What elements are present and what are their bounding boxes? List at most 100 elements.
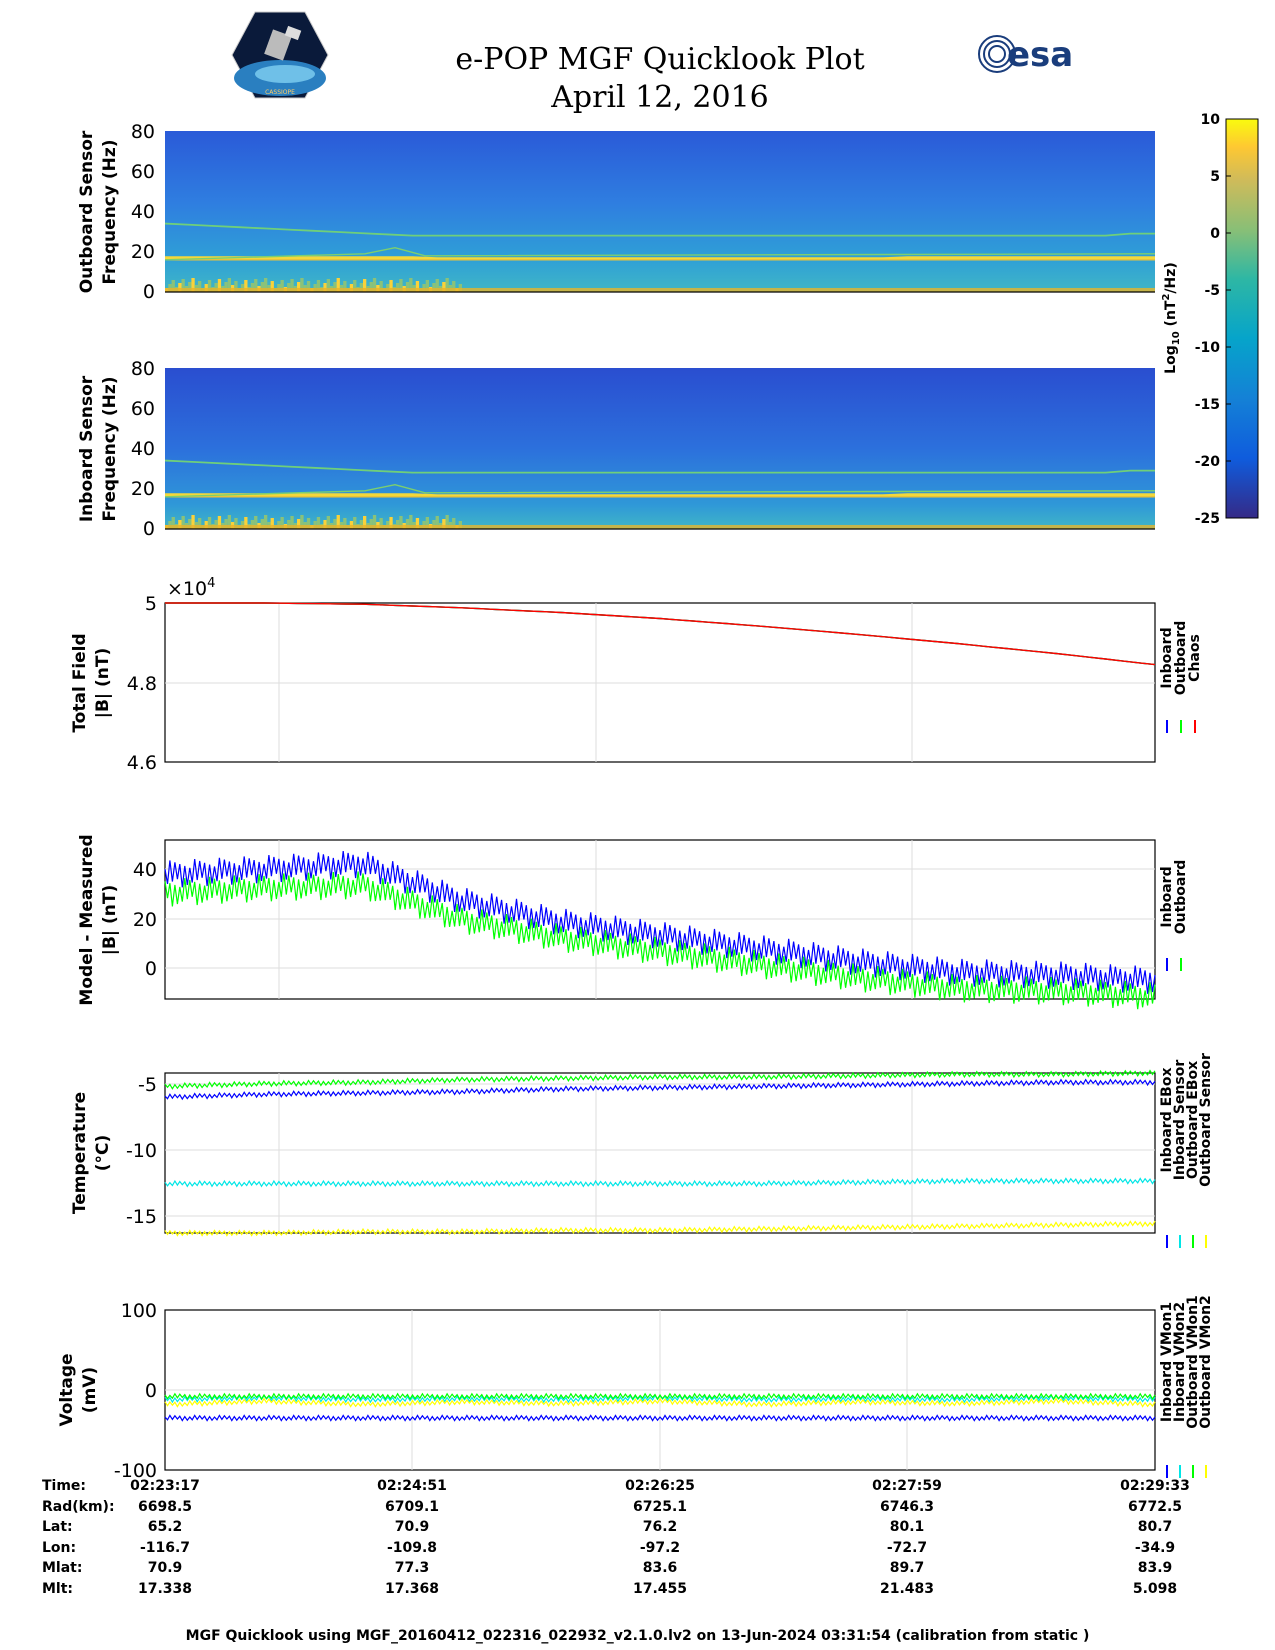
ephemeris-row-label: Mlat: <box>42 1560 83 1576</box>
spectrogram-low-freq-cell <box>234 518 238 529</box>
spectrogram-low-freq-cell <box>359 520 363 529</box>
spectrogram-low-freq-cell <box>188 519 192 529</box>
model-legend-inboard: Inboard <box>1159 866 1175 927</box>
spectrogram-low-freq-cell <box>389 280 393 292</box>
spectrogram-low-freq-cell <box>343 281 347 292</box>
spectrogram-low-freq-cell <box>399 516 403 529</box>
spectrogram-low-freq-cell <box>442 519 446 529</box>
total-legend-inboard: Inboard <box>1159 627 1175 688</box>
spectrogram-low-freq-cell <box>224 519 228 529</box>
colorbar-tick-label: 0 <box>1210 226 1220 242</box>
ephemeris-cell: 83.6 <box>642 1560 678 1576</box>
spectral-line <box>165 493 1155 498</box>
series-line-outboard <box>164 871 1156 1010</box>
temperature-series <box>164 1069 1156 1237</box>
spectrogram-low-freq-cell <box>399 279 403 292</box>
colorbar-tick-label: -15 <box>1195 397 1220 413</box>
spectrogram-low-freq-cell <box>234 281 238 292</box>
volt-ytick: 0 <box>145 1380 157 1402</box>
ephemeris-cell: 65.2 <box>147 1519 183 1535</box>
spectrogram-low-freq-cell <box>207 517 212 529</box>
spectrogram-low-freq-cell <box>244 517 248 529</box>
spectrogram-low-freq-cell <box>409 515 413 529</box>
colorbar-label: Log10 (nT2/Hz) <box>1161 262 1182 374</box>
total-ytick: 5 <box>145 593 157 615</box>
spectrogram-low-freq-cell <box>359 283 363 292</box>
spectrogram-low-freq-cell <box>244 280 248 292</box>
spectrogram-low-freq-cell <box>452 518 456 529</box>
colorbar-ticks: 10 5 0 -5 -10 -15 -20 -25 <box>1195 112 1231 527</box>
spectrogram-dc-band <box>165 524 1155 529</box>
spectrogram-low-freq-cell <box>316 280 321 292</box>
outboard-ylabel-2: Frequency (Hz) <box>100 139 120 284</box>
spectrogram-low-freq-cell <box>227 515 231 529</box>
ephemeris-cell: 80.7 <box>1137 1519 1173 1535</box>
spectral-line <box>164 484 1156 498</box>
outboard-spectrogram-panel: 80 60 40 20 0 Outboard Sensor Frequency … <box>77 121 1156 303</box>
spectrogram-low-freq-cell <box>191 278 195 292</box>
inboard-ylabel-1: Inboard Sensor <box>77 375 97 522</box>
spectrogram-low-freq-cell <box>326 516 330 529</box>
spectrogram-low-freq-cell <box>405 519 410 529</box>
inboard-spectral-lines <box>164 459 1156 529</box>
spectrogram-low-freq-cell <box>171 280 175 292</box>
spectrogram-low-freq-cell <box>181 279 185 292</box>
temp-ylabel-1: Temperature <box>70 1092 90 1214</box>
ephemeris-cell: 6746.3 <box>879 1498 935 1515</box>
volt-legend-outboard-vmon1: Outboard VMon1 <box>1185 1295 1201 1429</box>
colorbar-tick-label: -25 <box>1195 511 1220 527</box>
temp-legend-inboard-ebox: Inboard EBox <box>1159 1068 1175 1173</box>
spectrogram-low-freq-cell <box>363 279 367 292</box>
ephemeris-cell: -34.9 <box>1134 1539 1176 1556</box>
colorbar: 10 5 0 -5 -10 -15 -20 -25 Log10 (nT2/Hz) <box>1161 112 1259 527</box>
outboard-ylabel-1: Outboard Sensor <box>77 130 97 293</box>
spectrogram-low-freq-cell <box>198 281 202 292</box>
cassiope-logo-text: CASSIOPE <box>265 89 295 96</box>
spectrogram-low-freq-cell <box>297 282 301 292</box>
spectrogram-low-freq-cell <box>181 516 185 529</box>
temp-legend-inboard-sensor: Inboard Sensor <box>1172 1060 1188 1181</box>
colorbar-tick-label: 10 <box>1201 112 1221 128</box>
spectrogram-low-freq-cell <box>214 520 218 529</box>
outboard-ytick: 40 <box>131 201 155 223</box>
model-measured-series <box>164 851 1156 1010</box>
total-legend-chaos: Chaos <box>1187 634 1203 682</box>
outboard-ytick: 0 <box>143 281 155 303</box>
spectrogram-low-freq-cell <box>323 520 327 529</box>
spectrogram-low-freq-cell <box>300 515 304 529</box>
ephemeris-cell: -109.8 <box>386 1539 438 1556</box>
inboard-ytick: 40 <box>131 438 155 460</box>
inboard-spectrogram-image <box>165 368 1155 529</box>
spectrogram-low-freq-cell <box>435 516 439 529</box>
spectrogram-low-freq-cell <box>372 278 377 292</box>
spectrogram-low-freq-cell <box>336 278 340 292</box>
spectrogram-low-freq-cell <box>217 516 222 529</box>
spectrogram-low-freq-cell <box>379 518 383 529</box>
colorbar-tick-label: -10 <box>1195 340 1221 356</box>
spectrogram-low-freq-cell <box>353 517 357 529</box>
ephemeris-cell: -116.7 <box>139 1539 191 1556</box>
spectrogram-low-freq-cell <box>432 283 436 292</box>
total-ytick: 4.8 <box>127 673 157 695</box>
ephemeris-cell: 6698.5 <box>137 1498 193 1515</box>
ephemeris-table: Time: Rad(km): Lat: Lon: Mlat: Mlt: 02:23:17 66… <box>0 1478 1275 1608</box>
total-field-panel: 5 4.8 4.6 ×104 Total Field |B| (nT) Inbo… <box>70 576 1203 774</box>
spectrogram-low-freq-cell <box>260 519 264 529</box>
spectrogram-low-freq-cell <box>396 520 400 529</box>
ephemeris-row-label: Lat: <box>42 1519 73 1535</box>
ephemeris-cell: 70.9 <box>147 1560 183 1576</box>
spectrogram-low-freq-cell <box>353 280 357 292</box>
series-line-inboard <box>164 851 1156 994</box>
spectrogram-low-freq-cell <box>415 281 420 292</box>
inboard-ytick: 80 <box>131 358 155 380</box>
series-line-outboard-sensor <box>164 1220 1156 1237</box>
spectrogram-low-freq-cell <box>369 282 373 292</box>
spectrogram-low-freq-cell <box>452 281 456 292</box>
ephemeris-row-label: Mlt: <box>42 1580 74 1597</box>
temp-ytick: -15 <box>126 1206 157 1228</box>
ephemeris-cell: 77.3 <box>394 1560 430 1576</box>
spectrogram-low-freq-cell <box>306 281 311 292</box>
spectrogram-low-freq-cell <box>264 515 268 529</box>
spectrogram-low-freq-cell <box>396 283 400 292</box>
outboard-ytick: 60 <box>131 161 155 183</box>
